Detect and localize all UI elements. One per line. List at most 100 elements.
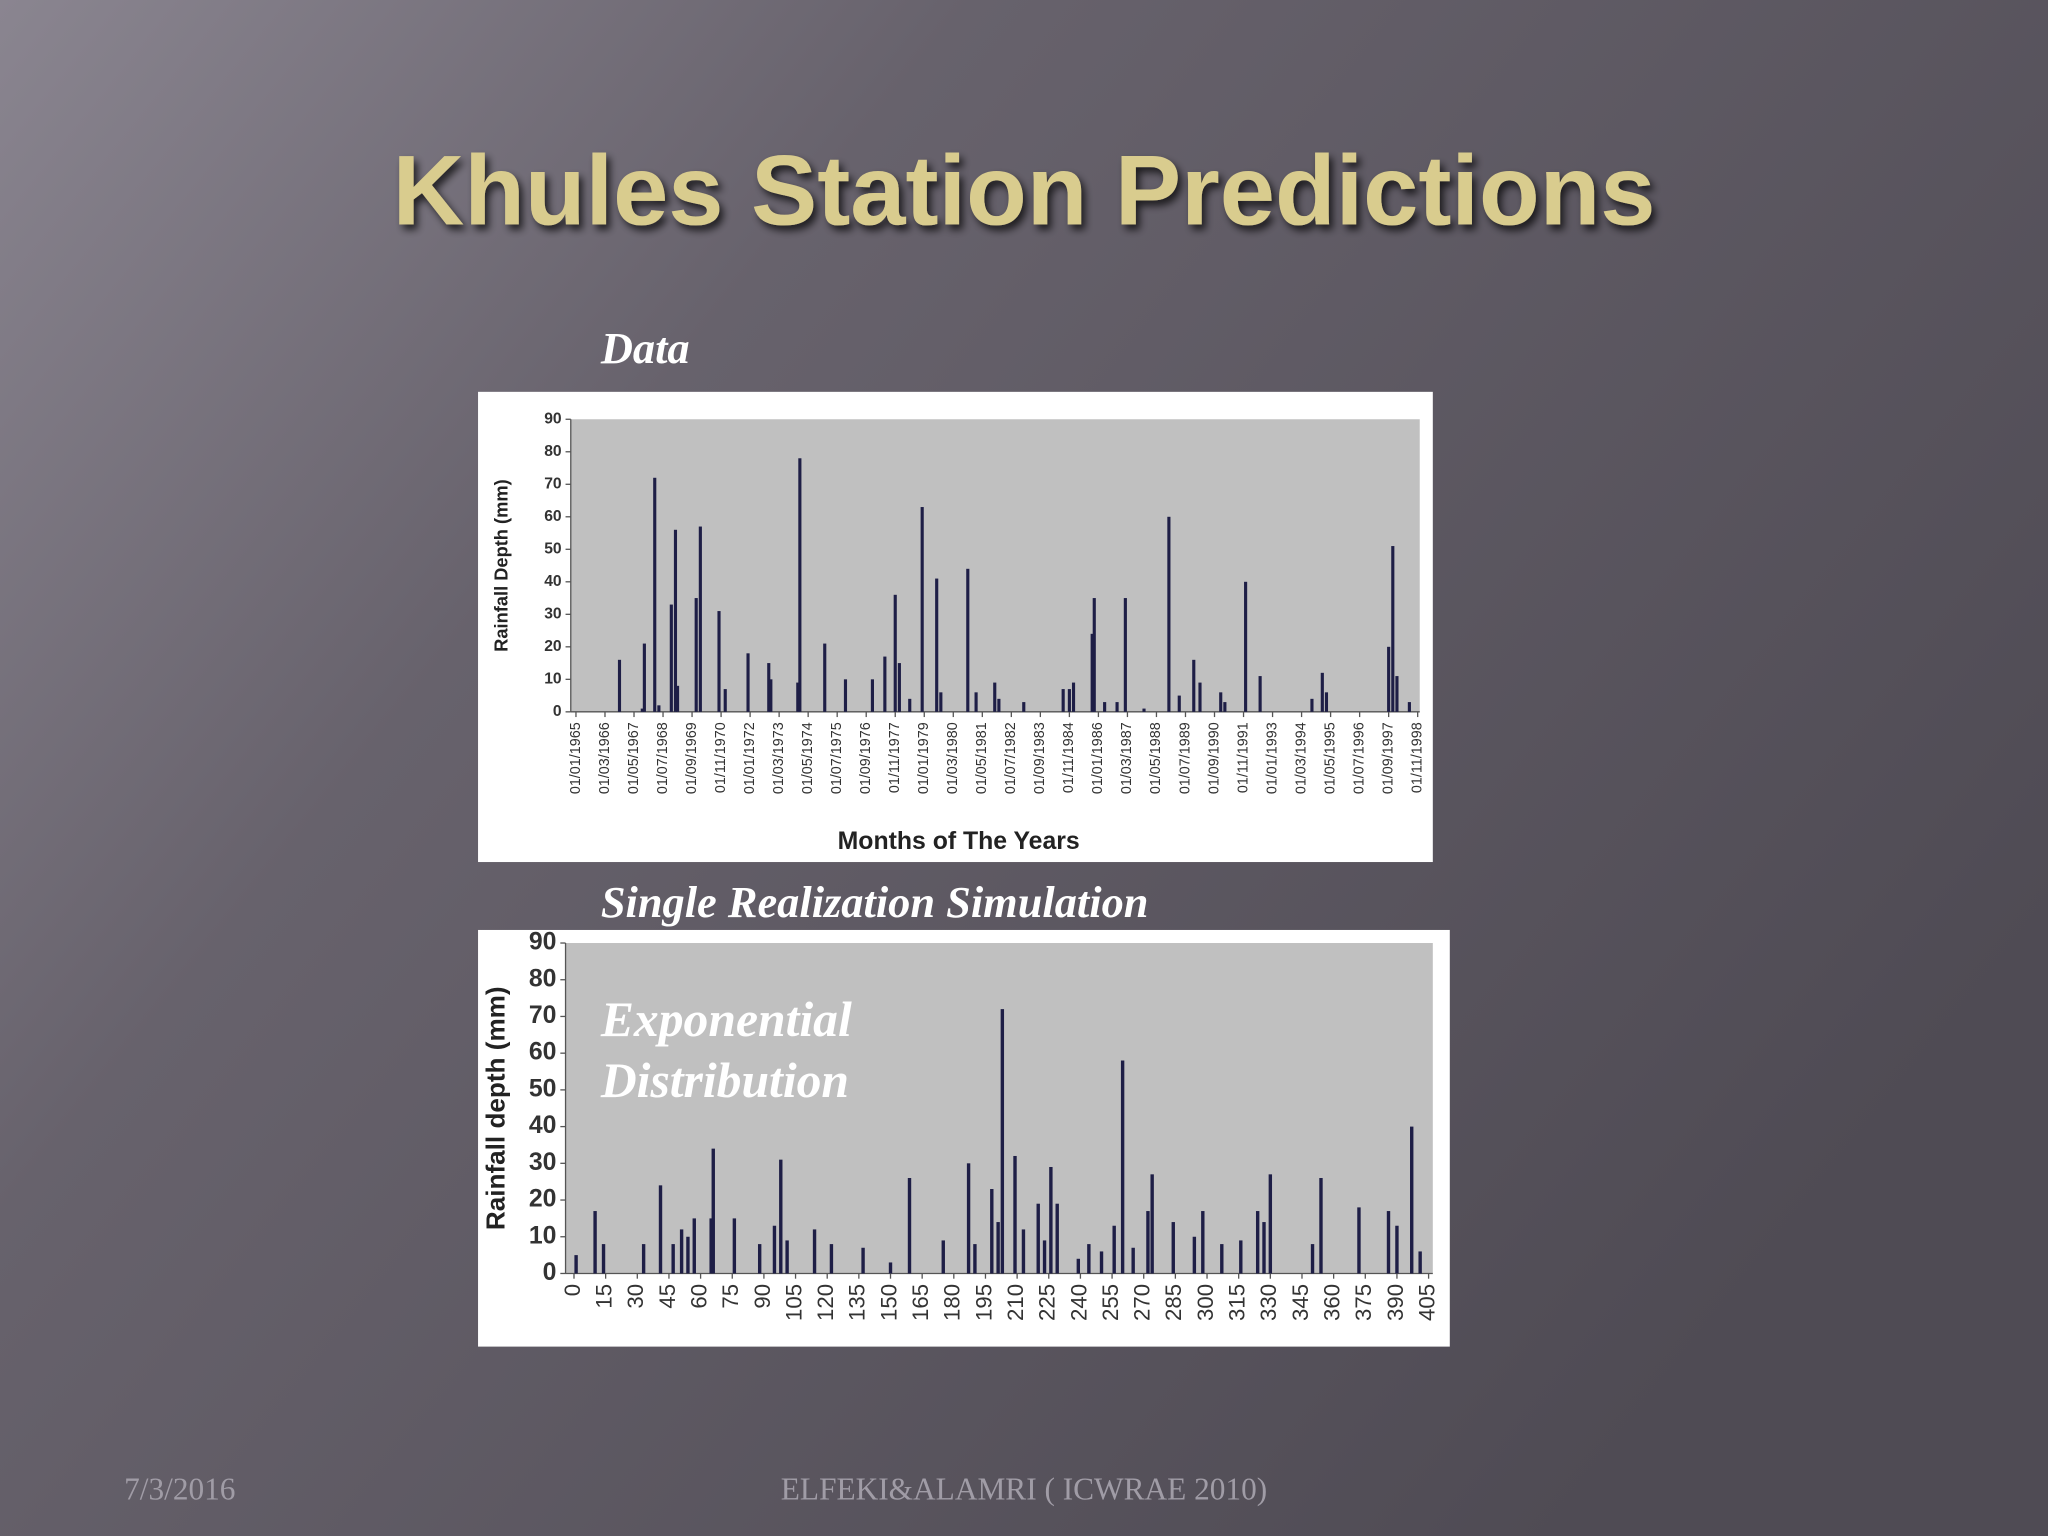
footer-date: 7/3/2016 xyxy=(124,1471,235,1506)
bar xyxy=(1319,1178,1323,1274)
x-tick-label: 01/11/1984 xyxy=(1061,722,1077,793)
bar xyxy=(1103,702,1107,712)
bar xyxy=(669,604,673,712)
x-tick-label: 01/09/1969 xyxy=(684,722,700,794)
y-tick-label: 10 xyxy=(544,670,562,687)
x-tick-label: 60 xyxy=(686,1284,711,1309)
bar xyxy=(1357,1207,1361,1274)
bar xyxy=(723,689,727,712)
bar xyxy=(1177,695,1181,712)
y-tick-label: 30 xyxy=(544,605,562,622)
x-tick-label: 375 xyxy=(1351,1284,1376,1321)
bar xyxy=(709,1218,713,1274)
bar xyxy=(973,1244,977,1274)
bar xyxy=(1258,676,1262,712)
x-tick-label: 01/05/1988 xyxy=(1148,722,1164,794)
annotation: Distribution xyxy=(600,1053,849,1108)
x-tick-label: 150 xyxy=(876,1284,901,1321)
bar xyxy=(1386,1211,1391,1274)
bar xyxy=(1324,692,1329,712)
bar xyxy=(888,1262,893,1274)
bar xyxy=(1387,646,1391,712)
bar xyxy=(1061,689,1065,712)
x-tick-label: 30 xyxy=(623,1284,648,1309)
bar xyxy=(746,653,750,712)
bar xyxy=(1099,1251,1104,1274)
bar xyxy=(966,568,970,712)
x-tick-label: 240 xyxy=(1066,1284,1091,1321)
bar xyxy=(692,1218,696,1274)
x-tick-label: 01/01/1972 xyxy=(742,722,758,794)
y-tick-label: 70 xyxy=(529,1002,557,1029)
bar xyxy=(974,692,978,712)
x-tick-label: 01/03/1966 xyxy=(597,722,613,794)
y-tick-label: 70 xyxy=(544,475,562,492)
x-tick-label: 360 xyxy=(1319,1284,1344,1321)
bar xyxy=(673,529,678,712)
bar xyxy=(1192,659,1196,712)
x-tick-label: 15 xyxy=(592,1284,617,1309)
x-tick-label: 01/07/1989 xyxy=(1177,722,1193,794)
bar xyxy=(941,1240,945,1274)
chart-title: Single Realization Simulation xyxy=(601,877,1149,927)
y-tick-label: 0 xyxy=(543,1259,557,1286)
x-tick-label: 330 xyxy=(1256,1284,1281,1321)
bar xyxy=(1123,598,1127,712)
bar xyxy=(1418,1251,1422,1274)
y-tick-label: 60 xyxy=(529,1039,557,1066)
y-tick-label: 20 xyxy=(544,638,562,655)
bar xyxy=(757,1244,762,1274)
x-tick-label: 01/01/1965 xyxy=(568,722,584,794)
x-tick-label: 01/11/1998 xyxy=(1409,722,1425,793)
bar xyxy=(1310,1244,1315,1274)
bar xyxy=(675,685,680,712)
bar xyxy=(908,698,912,712)
bar xyxy=(785,1240,789,1274)
bar xyxy=(658,1185,663,1274)
bar xyxy=(1013,1155,1017,1274)
x-tick-label: 01/07/1968 xyxy=(655,722,671,794)
bar xyxy=(711,1148,715,1274)
bar xyxy=(653,477,657,712)
bar xyxy=(779,1159,783,1274)
x-tick-label: 105 xyxy=(781,1284,806,1321)
bar xyxy=(920,507,924,712)
y-axis-label: Rainfall depth (mm) xyxy=(481,986,511,1230)
x-tick-label: 01/03/1973 xyxy=(771,722,787,794)
bar xyxy=(1021,1229,1026,1274)
y-tick-label: 50 xyxy=(529,1075,557,1102)
x-tick-label: 165 xyxy=(908,1284,933,1321)
bar xyxy=(1171,1222,1175,1274)
bar xyxy=(1395,676,1399,712)
bar xyxy=(796,682,800,712)
x-tick-label: 225 xyxy=(1035,1284,1060,1321)
x-tick-label: 285 xyxy=(1161,1284,1186,1321)
bar xyxy=(812,1229,817,1274)
x-tick-label: 90 xyxy=(750,1284,775,1309)
x-tick-label: 135 xyxy=(845,1284,870,1321)
x-tick-label: 300 xyxy=(1193,1284,1218,1321)
bar xyxy=(641,1244,646,1274)
x-tick-label: 01/01/1993 xyxy=(1264,722,1280,794)
x-axis-label: Months of The Years xyxy=(838,828,1080,855)
x-tick-label: 01/05/1967 xyxy=(626,722,642,794)
bar xyxy=(1198,682,1202,712)
x-tick-label: 120 xyxy=(813,1284,838,1321)
annotation: Exponential xyxy=(600,992,852,1047)
x-tick-label: 01/09/1990 xyxy=(1206,722,1222,794)
bar xyxy=(698,526,702,712)
bar xyxy=(843,679,848,712)
bar xyxy=(993,682,997,712)
bar xyxy=(1146,1211,1150,1274)
x-tick-label: 45 xyxy=(655,1284,680,1309)
bar xyxy=(1310,698,1314,712)
bar xyxy=(1142,708,1146,712)
bar xyxy=(1320,672,1324,712)
bar xyxy=(657,705,661,712)
bar xyxy=(686,1236,690,1274)
x-tick-label: 01/07/1996 xyxy=(1351,722,1367,794)
bar xyxy=(769,679,773,712)
bar xyxy=(935,578,939,712)
bar xyxy=(1239,1240,1243,1274)
bar xyxy=(1115,702,1119,712)
